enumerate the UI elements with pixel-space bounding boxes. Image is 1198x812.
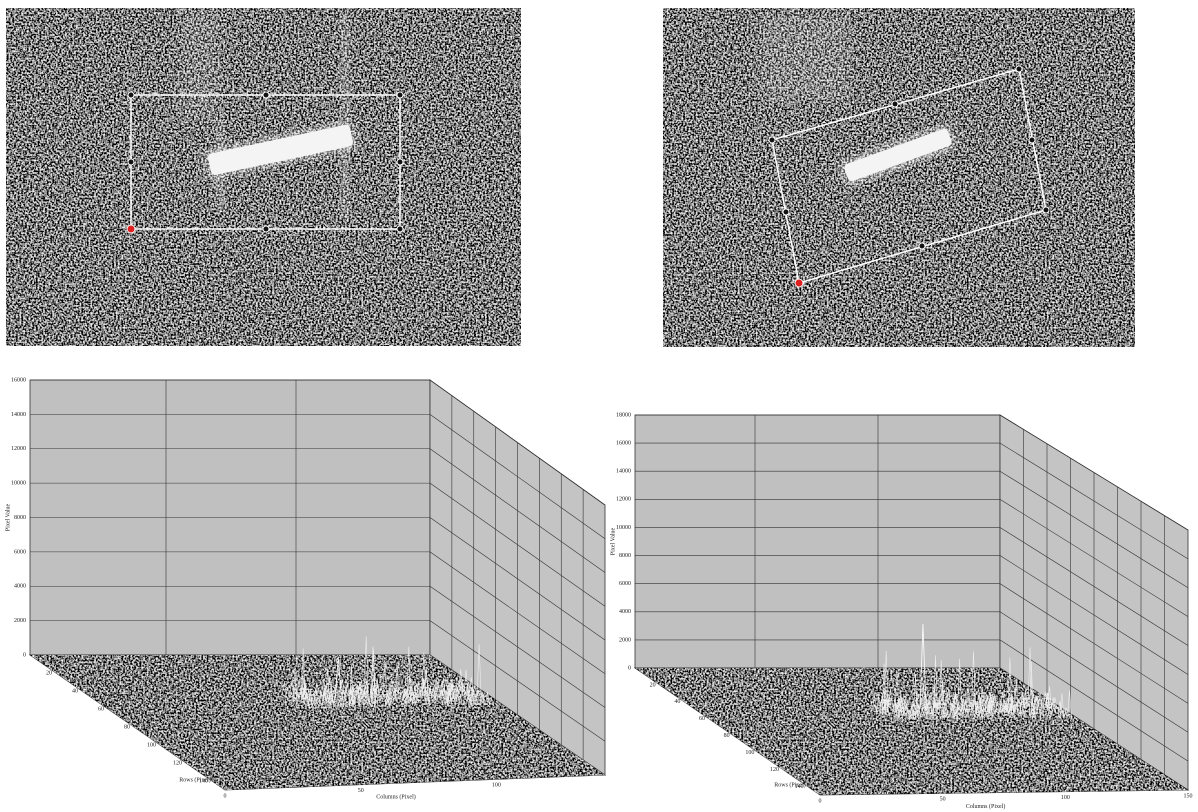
z-tick-label: 12000 <box>616 497 631 503</box>
surface-plots: 1600014000120001000080006000400020000Pix… <box>5 377 1192 810</box>
surface-plot: 1800016000140001200010000800060004000200… <box>610 412 1192 810</box>
handle[interactable] <box>1043 207 1049 213</box>
z-tick-label: 0 <box>23 652 26 658</box>
z-tick-label: 6000 <box>14 549 26 555</box>
z-tick-label: 6000 <box>619 581 631 587</box>
z-axis-label: Pixel Value <box>610 527 616 555</box>
speckle <box>6 8 521 346</box>
streak <box>340 10 350 220</box>
col-tick-label: 50 <box>940 797 946 803</box>
handle[interactable] <box>783 209 789 215</box>
handle[interactable] <box>128 92 134 98</box>
z-tick-label: 14000 <box>616 469 631 475</box>
col-tick-label: 0 <box>224 793 227 799</box>
row-tick-label: 40 <box>674 699 680 705</box>
handle[interactable] <box>263 226 269 232</box>
handle[interactable] <box>397 226 403 232</box>
col-tick-label: 0 <box>819 798 822 804</box>
handle[interactable] <box>397 159 403 165</box>
page: 1600014000120001000080006000400020000Pix… <box>0 0 1198 812</box>
row-axis-label: Rows (Pixel) <box>774 781 806 788</box>
handle[interactable] <box>892 101 898 107</box>
z-tick-label: 8000 <box>14 515 26 521</box>
glow <box>760 12 850 102</box>
handle[interactable] <box>769 137 775 143</box>
handle[interactable] <box>919 243 925 249</box>
row-tick-label: 80 <box>124 724 130 730</box>
z-tick-label: 10000 <box>616 525 631 531</box>
z-tick-label: 2000 <box>619 637 631 643</box>
row-tick-label: 20 <box>46 670 52 676</box>
speckle <box>663 8 1135 347</box>
handle[interactable] <box>263 92 269 98</box>
row-axis-label: Rows (Pixel) <box>179 776 211 783</box>
row-tick-label: 20 <box>650 682 656 688</box>
z-tick-label: 4000 <box>619 609 631 615</box>
z-tick-label: 14000 <box>11 412 26 418</box>
anchor-handle[interactable] <box>795 279 803 287</box>
col-axis-label: Columns (Pixel) <box>376 794 416 801</box>
sar-image-left <box>6 8 521 346</box>
z-tick-label: 2000 <box>14 618 26 624</box>
sar-image-right <box>663 8 1135 347</box>
z-tick-label: 16000 <box>11 377 26 383</box>
handle[interactable] <box>128 159 134 165</box>
z-tick-label: 8000 <box>619 553 631 559</box>
z-tick-label: 16000 <box>616 440 631 446</box>
row-tick-label: 40 <box>72 688 78 694</box>
figure: 1600014000120001000080006000400020000Pix… <box>0 0 1198 812</box>
col-tick-label: 50 <box>358 788 364 794</box>
row-tick-label: 60 <box>699 716 705 722</box>
col-tick-label: 150 <box>1184 793 1193 799</box>
row-tick-label: 120 <box>173 760 182 766</box>
z-tick-label: 4000 <box>14 584 26 590</box>
z-tick-label: 0 <box>628 665 631 671</box>
z-tick-label: 10000 <box>11 481 26 487</box>
z-tick-label: 18000 <box>616 412 631 418</box>
z-tick-label: 12000 <box>11 446 26 452</box>
z-axis-label: Pixel Value <box>5 503 11 531</box>
handle[interactable] <box>1029 137 1035 143</box>
row-tick-label: 80 <box>724 733 730 739</box>
row-tick-label: 120 <box>770 767 779 773</box>
handle[interactable] <box>1016 66 1022 72</box>
col-axis-label: Columns (Pixel) <box>966 803 1006 810</box>
anchor-handle[interactable] <box>127 225 135 233</box>
col-tick-label: 100 <box>1061 795 1070 801</box>
back-wall <box>635 415 1000 668</box>
surface-plot: 16000 14000 12000 10000 8000 6000 4000 2000 0 Pix… <box>5 377 605 800</box>
row-tick-label: 100 <box>147 742 156 748</box>
glow <box>180 10 220 120</box>
row-tick-label: 100 <box>745 750 754 756</box>
col-tick-label: 100 <box>492 783 501 789</box>
handle[interactable] <box>397 92 403 98</box>
row-tick-label: 60 <box>98 706 104 712</box>
